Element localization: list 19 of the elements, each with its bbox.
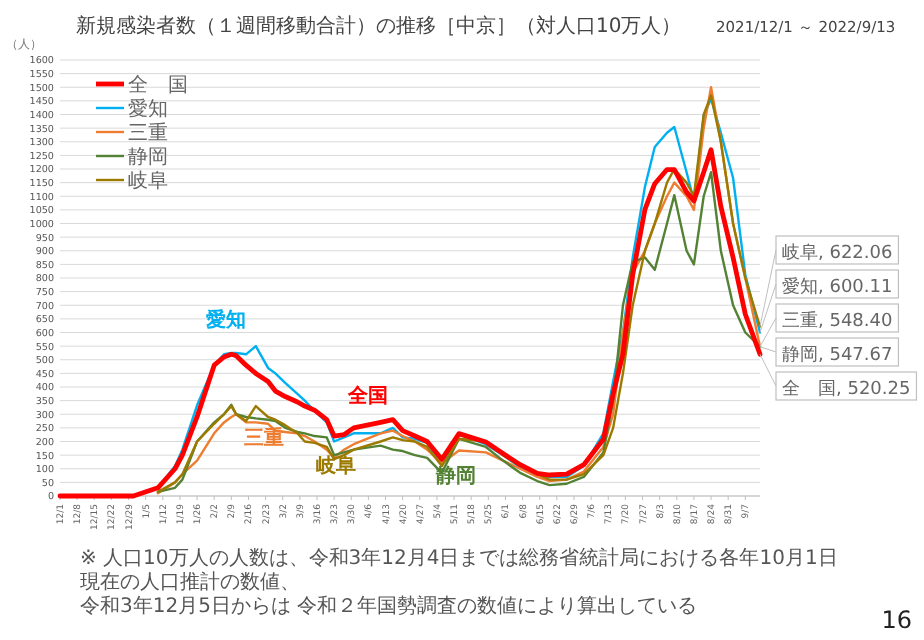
annotation: 愛知, 600.11: [782, 276, 893, 298]
legend-label: 全 国: [128, 73, 188, 97]
annotation: 愛知: [206, 308, 246, 332]
legend-label: 愛知: [128, 97, 168, 121]
text: 令和3年12月5日からは 令和２年国勢調査の数値により算出している: [80, 594, 698, 618]
annotation: 三重, 548.40: [782, 310, 893, 332]
annotation: 全国: [346, 384, 388, 408]
annotation: 静岡, 547.67: [782, 344, 893, 366]
annotation: 岐阜: [316, 454, 356, 478]
chart-title: 新規感染者数（１週間移動合計）の推移［中京］（対人口10万人）: [76, 14, 682, 38]
legend-label: 静岡: [128, 145, 168, 169]
text: 16: [881, 606, 912, 634]
annotation: 全 国, 520.25: [782, 378, 911, 400]
line-series: [57, 147, 763, 499]
annotation: 岐阜, 622.06: [782, 242, 893, 264]
legend-label: 三重: [128, 121, 168, 145]
legend-label: 岐阜: [128, 169, 168, 193]
text: ※ 人口10万人の人数は、令和3年12月4日までは総務省統計局における各年10月1日現在の人口推計の数値、: [80, 546, 838, 594]
annotation: 三重: [244, 426, 284, 450]
